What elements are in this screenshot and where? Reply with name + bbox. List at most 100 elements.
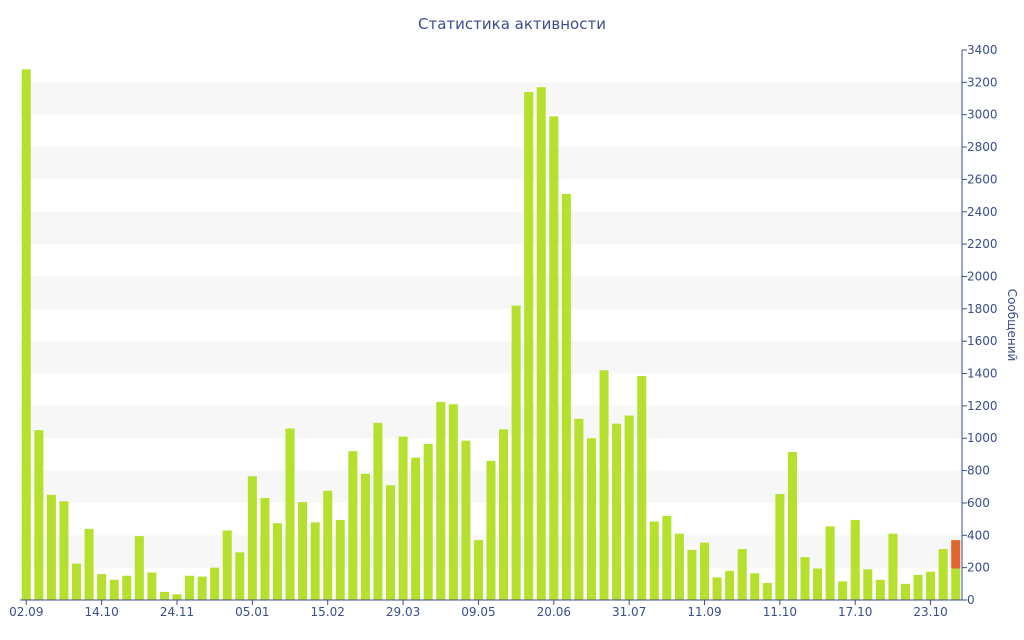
bar	[272, 523, 283, 600]
bar	[624, 415, 634, 600]
bar	[222, 530, 232, 600]
y-tick-label: 200	[967, 561, 990, 575]
x-tick-label: 15.02	[311, 605, 345, 619]
bar	[34, 430, 44, 600]
bar	[800, 557, 810, 600]
bar	[524, 92, 534, 600]
y-tick-label: 2400	[967, 205, 998, 219]
bar	[599, 370, 609, 600]
bar	[109, 579, 119, 600]
bar	[423, 443, 433, 600]
grid-band	[20, 82, 962, 115]
bar	[385, 485, 396, 600]
bar	[561, 193, 571, 600]
bar	[863, 569, 873, 600]
bar	[448, 404, 458, 600]
bar	[71, 563, 82, 600]
y-axis-title: Сообщений	[1005, 289, 1019, 362]
bar	[473, 540, 483, 600]
bar	[951, 568, 961, 600]
x-tick-labels: 02.09 14.10 24.11 05.01 15.02 29.03 09.05 20.06…	[9, 605, 948, 619]
y-tick-label: 0	[967, 593, 975, 607]
x-tick-label: 20.06	[537, 605, 571, 619]
grid-band	[20, 147, 962, 180]
bar	[775, 494, 785, 600]
bar	[122, 575, 132, 600]
y-tick-label: 1200	[967, 399, 998, 413]
bar	[511, 305, 521, 600]
x-tick-label: 29.03	[386, 605, 420, 619]
y-tick-labels: 0 200 400 600 800 1000 1200 1400 1600 1800 2000 220…	[967, 43, 998, 607]
grid-band	[20, 405, 962, 439]
grid-band	[20, 276, 962, 309]
bar	[687, 549, 697, 600]
y-tick-label: 1600	[967, 334, 998, 348]
bar	[850, 519, 860, 600]
y-tick-label: 2600	[967, 172, 998, 186]
x-tick-label: 23.10	[913, 605, 947, 619]
x-tick-label: 17.10	[838, 605, 872, 619]
bar	[323, 490, 333, 600]
bar	[750, 573, 760, 600]
bar	[310, 522, 320, 600]
bar-highlight	[951, 540, 961, 569]
bar	[247, 476, 257, 600]
bar	[787, 451, 797, 600]
y-tick-label: 600	[967, 496, 990, 510]
bar	[134, 536, 144, 600]
bar	[662, 515, 672, 600]
y-tick-label: 2200	[967, 237, 998, 251]
bar	[373, 422, 383, 600]
grid-band	[20, 341, 962, 374]
bar	[737, 549, 747, 600]
bar	[888, 533, 898, 600]
bar	[674, 533, 684, 600]
bar	[360, 473, 370, 600]
bar	[84, 528, 94, 600]
bar	[649, 521, 659, 600]
bar	[398, 436, 408, 600]
bar	[411, 457, 421, 600]
x-tick-label: 14.10	[84, 605, 118, 619]
y-tick-label: 1000	[967, 431, 998, 445]
chart-title: Статистика активности	[418, 15, 606, 33]
bar	[813, 568, 823, 600]
bars	[21, 69, 961, 601]
x-tick-label: 09.05	[461, 605, 495, 619]
bar	[348, 451, 358, 600]
x-tick-label: 11.10	[763, 605, 797, 619]
x-tick-label: 11.09	[687, 605, 721, 619]
bar	[549, 116, 559, 600]
x-tick-label: 02.09	[9, 605, 43, 619]
bar	[926, 571, 936, 600]
y-tick-label: 3200	[967, 75, 998, 89]
y-tick-label: 3000	[967, 108, 998, 122]
bar	[762, 583, 772, 600]
y-tick-label: 2800	[967, 140, 998, 154]
bar	[21, 69, 31, 601]
bar	[260, 498, 270, 600]
axes	[20, 49, 967, 605]
bar	[59, 501, 69, 600]
y-tick-label: 2000	[967, 269, 998, 283]
bar	[913, 574, 923, 600]
bar	[197, 576, 207, 600]
bar	[436, 401, 446, 600]
y-tick-label: 800	[967, 464, 990, 478]
bar	[900, 583, 911, 600]
x-tick-label: 31.07	[612, 605, 646, 619]
bar	[574, 418, 584, 600]
bar	[147, 572, 157, 600]
bar	[586, 438, 597, 600]
bar	[172, 594, 182, 600]
bar	[298, 502, 308, 600]
y-tick-label: 3400	[967, 43, 998, 57]
bar	[46, 494, 56, 600]
bar	[97, 574, 107, 600]
bar	[210, 567, 220, 600]
grid-band	[20, 211, 962, 245]
bar	[235, 552, 245, 600]
y-tick-label: 1400	[967, 367, 998, 381]
bar	[825, 526, 835, 600]
